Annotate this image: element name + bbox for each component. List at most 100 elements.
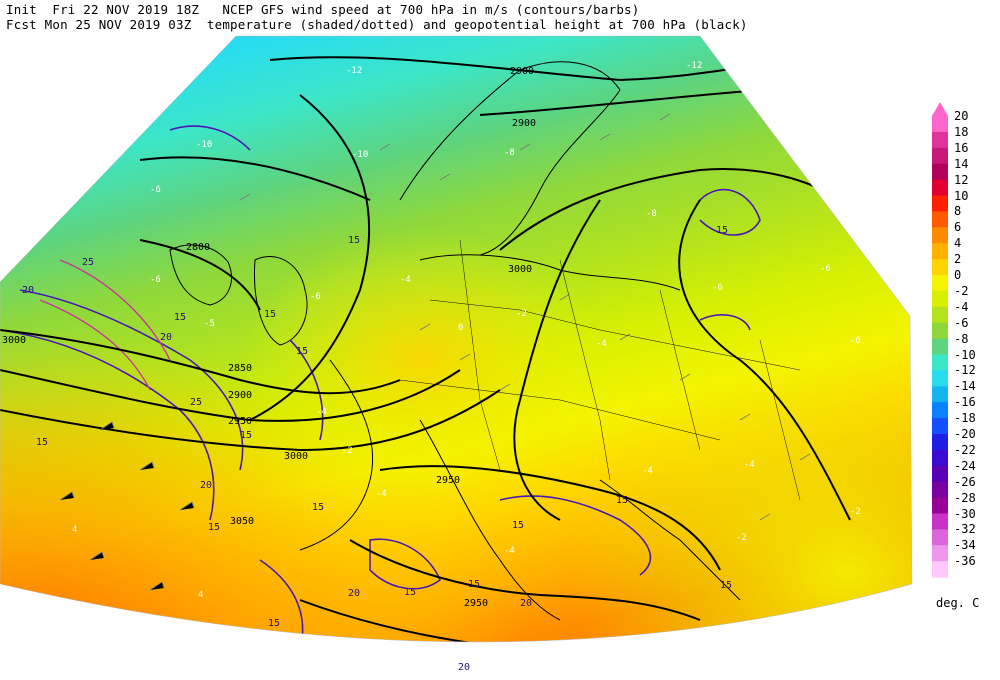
height-label: 2800 [186,242,210,253]
wind-label: 15 [36,437,48,448]
wind-label: 15 [208,522,220,533]
colorbar-tick-label: 18 [954,124,969,139]
colorbar-tick-label: -6 [954,315,969,330]
colorbar-swatch [932,354,948,371]
temp-label: -5 [204,319,215,329]
colorbar-units: deg. C [936,596,980,610]
colorbar-tick-label: -16 [954,395,976,410]
colorbar-tick-label: 10 [954,188,969,203]
wind-label: 15 [468,579,480,590]
temp-label: -6 [310,292,321,302]
colorbar-tick-label: 6 [954,220,962,235]
height-label: 3000 [2,335,26,346]
temp-label: -4 [400,275,411,285]
temp-label: -8 [646,209,657,219]
temp-label: -4 [744,460,755,470]
temp-label: -6 [712,283,723,293]
temp-label: -4 [504,546,515,556]
colorbar-tick-label: -8 [954,331,969,346]
temp-label: -6 [150,275,161,285]
height-label: 2900 [512,118,536,129]
colorbar-swatch [932,465,948,483]
temp-label: -2 [736,533,747,543]
colorbar-swatch [932,545,948,562]
wind-label: 20 [458,662,470,673]
wind-label: 15 [616,495,628,506]
colorbar-tick-label: -30 [954,506,976,521]
wind-label: 25 [190,397,202,408]
temp-label: -4 [376,489,387,499]
colorbar-swatch [932,402,948,419]
colorbar-tick-label: 8 [954,204,962,219]
colorbar-tick-label: -26 [954,474,976,489]
wind-label: 20 [520,598,532,609]
wind-label: 15 [512,520,524,531]
colorbar-tick-label: -28 [954,490,976,505]
height-labels: 2900 2900 2800 3000 3000 2850 2900 2950 … [2,66,536,609]
colorbar-swatch [932,275,948,292]
colorbar-swatch [932,481,948,499]
temp-label: 4 [198,590,203,600]
map-domain-outline [0,35,913,643]
colorbar-swatch [932,116,948,133]
height-label: 2950 [436,475,460,486]
colorbar-swatch [932,561,948,578]
height-label: 2850 [228,363,252,374]
colorbar-tick-label: -18 [954,411,976,426]
colorbar-swatch [932,163,948,181]
colorbar-swatch [932,497,948,514]
colorbar-tick-label: -36 [954,554,976,569]
country-borders [399,239,801,501]
geopotential-height-contours [0,56,851,642]
height-label: 3050 [230,516,254,527]
height-label: 2900 [510,66,534,77]
temp-label: 4 [72,525,77,535]
wind-labels: 15 15 15 20 25 15 25 15 15 20 15 20 15 1… [22,225,732,673]
wind-label: 15 [404,587,416,598]
temp-label: -6 [150,185,161,195]
colorbar-tick-label: -10 [954,347,976,362]
colorbar-swatch [932,418,948,435]
colorbar-tick-label: 2 [954,252,962,267]
colorbar-swatch [932,449,948,467]
wind-label: 15 [720,580,732,591]
colorbar-swatch [932,434,948,451]
colorbar-tick-label: 14 [954,156,969,171]
colorbar-tick-label: -34 [954,538,976,553]
height-label: 3000 [508,264,532,275]
colorbar-swatch [932,529,948,546]
wind-label: 15 [716,225,728,236]
temperature-colorbar [932,102,948,578]
colorbar-swatch [932,322,948,340]
wind-speed-contours [0,125,761,642]
wind-label: 15 [268,618,280,629]
height-label: 3000 [284,451,308,462]
wind-label: 25 [82,257,94,268]
colorbar-tick-label: -4 [954,299,969,314]
colorbar-tick-label: -2 [954,283,969,298]
wind-label: 15 [174,312,186,323]
wind-label: 15 [264,309,276,320]
temp-label: -6 [850,336,861,346]
wind-label: 15 [240,430,252,441]
wind-barbs [59,113,811,591]
temp-label: -12 [686,61,702,71]
temp-label: -8 [504,148,515,158]
header-line-forecast: Fcst Mon 25 NOV 2019 03Z temperature (sh… [6,17,748,32]
colorbar-swatch [932,306,948,324]
colorbar-swatch [932,131,948,149]
temp-label: -12 [346,66,362,76]
colorbar-swatch [932,290,948,308]
colorbar-tick-label: -32 [954,522,976,537]
colorbar-swatch [932,195,948,212]
colorbar-swatch [932,338,948,355]
colorbar-swatch [932,386,948,403]
wind-label: 15 [296,346,308,357]
wind-label: 15 [312,502,324,513]
temp-label: -4 [316,407,327,417]
header-line-init: Init Fri 22 NOV 2019 18Z NCEP GFS wind s… [6,2,640,17]
colorbar-tick-label: 20 [954,109,969,123]
temp-label: -4 [596,339,607,349]
colorbar-swatch [932,179,948,196]
